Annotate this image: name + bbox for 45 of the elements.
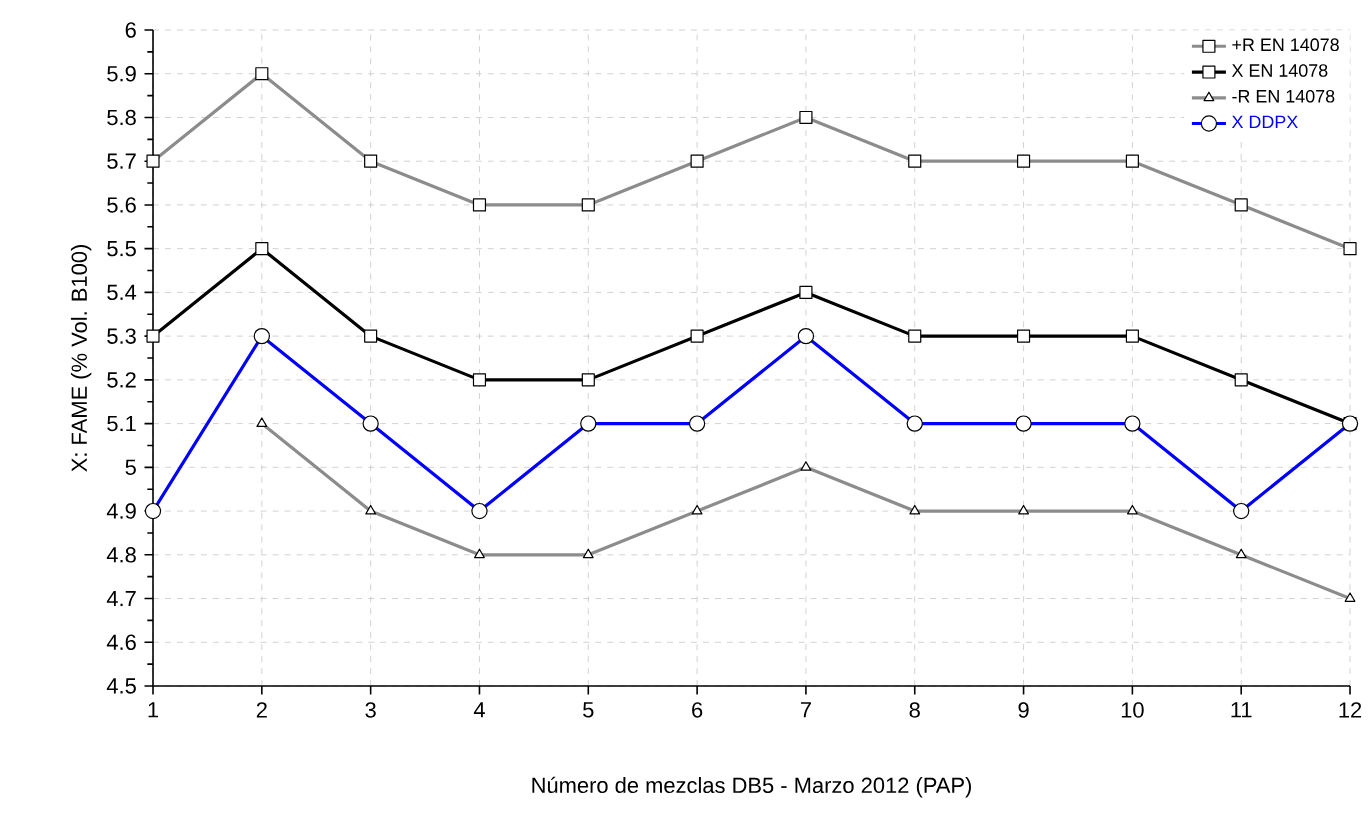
point [364, 329, 378, 343]
y-tick-label: 5 [125, 459, 136, 475]
legend-label: -R EN 14078 [1232, 89, 1335, 103]
y-tick-label: 6 [125, 22, 136, 38]
y-tick-label: 4.5 [106, 678, 136, 694]
point [146, 329, 160, 343]
y-tick-label: 5.9 [107, 65, 136, 82]
point [472, 373, 487, 387]
y-tick-label: 5.8 [107, 109, 136, 126]
x-tick-label: 9 [1018, 702, 1029, 718]
point [1016, 329, 1031, 343]
y-tick-label: 5.1 [107, 415, 136, 432]
legend-label: +R EN 14078 [1232, 38, 1339, 52]
y-tick-label: 5.3 [107, 328, 136, 344]
x-axis-title: Número de mezclas DB5 - Marzo 2012 (PAP) [532, 776, 971, 798]
point [1234, 373, 1248, 387]
x-tick-label: 7 [800, 702, 811, 718]
y-tick-label: 4.6 [106, 634, 136, 651]
y-tick-label: 5.4 [107, 284, 137, 301]
y-tick-label: 5.6 [107, 197, 136, 213]
x-tick-label: 1 [148, 702, 159, 718]
y-tick-label: 4.7 [106, 591, 136, 607]
x-tick-label: 11 [1231, 702, 1252, 718]
point [255, 242, 269, 256]
legend-label: X EN 14078 [1231, 64, 1328, 77]
x-tick-label: 6 [692, 702, 703, 718]
y-tick-label: 5.7 [107, 153, 136, 169]
x-tick-label: 2 [256, 702, 267, 718]
point [799, 285, 813, 299]
x-tick-label: 10 [1121, 702, 1144, 718]
point [581, 373, 595, 387]
legend-label: X DDPX [1231, 115, 1298, 129]
x-tick-label: 12 [1339, 702, 1362, 718]
point [908, 329, 922, 343]
x-tick-label: 4 [473, 702, 485, 718]
y-tick-label: 4.8 [106, 547, 136, 563]
y-tick-label: 5.2 [107, 372, 136, 388]
point [690, 329, 704, 343]
x-tick-label: 3 [365, 702, 376, 718]
point [1125, 329, 1139, 343]
x-tick-label: 5 [583, 702, 594, 718]
y-axis-title: X: FAME (% Vol. B100) [70, 245, 92, 472]
x-tick-label: 8 [909, 702, 920, 718]
y-tick-label: 4.9 [106, 503, 136, 519]
y-tick-label: 5.5 [107, 241, 136, 257]
